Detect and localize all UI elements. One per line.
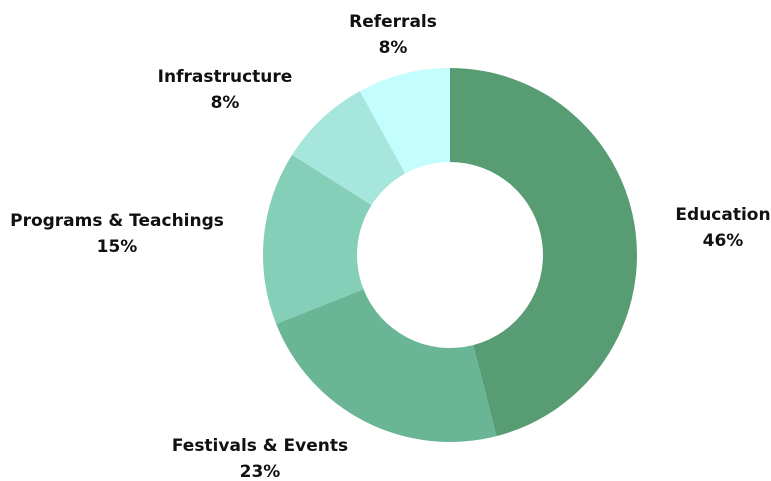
slice-value-label: 23% — [240, 462, 281, 481]
slice-value-label: 15% — [97, 237, 138, 257]
slice-value-label: 46% — [703, 231, 744, 251]
slice-value-label: 8% — [211, 93, 240, 113]
slice-label: Referrals — [349, 12, 437, 32]
slice-label: Festivals & Events — [172, 436, 348, 456]
donut-slice — [292, 91, 406, 206]
donut-slice — [276, 289, 497, 442]
donut-slice — [359, 68, 450, 174]
slice-label: Programs & Teachings — [10, 211, 224, 231]
slice-label: Education — [675, 205, 770, 225]
donut-slice — [263, 154, 372, 324]
donut-slice — [450, 68, 638, 437]
slice-label: Infrastructure — [158, 67, 293, 87]
slice-value-label: 8% — [379, 38, 408, 58]
